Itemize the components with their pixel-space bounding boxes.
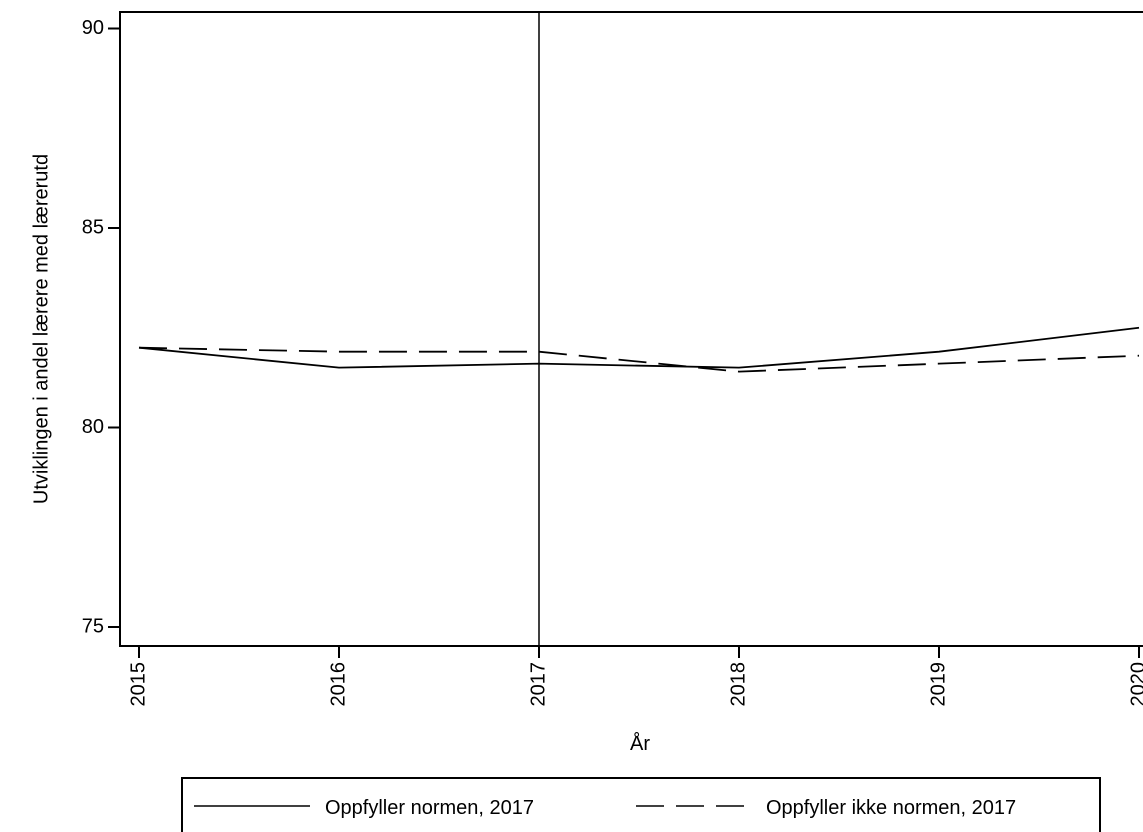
y-tick-label: 75 — [82, 615, 104, 637]
series-lines — [138, 326, 1140, 373]
legend-box — [181, 777, 1101, 832]
x-tick-label: 2018 — [727, 662, 749, 707]
y-tick-label: 90 — [82, 17, 104, 39]
legend-label-series-1: Oppfyller normen, 2017 — [325, 797, 534, 819]
plot-frame — [119, 11, 1143, 647]
x-axis-title: År — [630, 732, 650, 755]
series-line-2 — [138, 346, 1140, 373]
x-tick-label: 2019 — [927, 662, 949, 707]
y-axis: 75 80 85 90 — [82, 17, 120, 637]
legend: Oppfyller normen, 2017 Oppfyller ikke no… — [181, 777, 1101, 832]
y-tick-label: 85 — [82, 216, 104, 238]
legend-label-series-2: Oppfyller ikke normen, 2017 — [766, 797, 1016, 819]
x-axis: 2015 2016 2017 2018 2019 2020 — [127, 646, 1143, 707]
y-tick-label: 80 — [82, 416, 104, 438]
y-axis-title: Utviklingen i andel lærere med lærerutd — [30, 154, 52, 504]
x-tick-label: 2016 — [327, 662, 349, 707]
x-tick-label: 2020 — [1127, 662, 1143, 707]
x-tick-label: 2017 — [527, 662, 549, 707]
x-tick-label: 2015 — [127, 662, 149, 707]
series-line-1 — [138, 326, 1140, 369]
